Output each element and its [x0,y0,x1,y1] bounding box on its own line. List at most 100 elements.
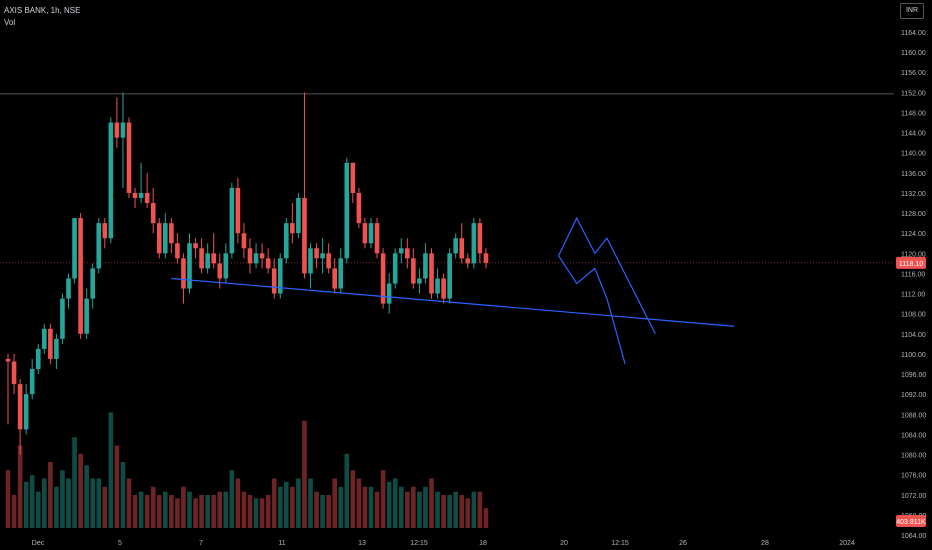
candle-body [302,197,307,274]
volume-bar [386,481,392,528]
volume-bar [302,420,307,528]
candle-body [405,248,410,259]
candle-body [126,122,132,193]
candle-body [447,253,452,299]
volume-bar [138,491,144,528]
volume-bar [405,491,410,528]
time-tick-label: Dec [32,540,45,547]
volume-bar [229,470,235,528]
candle-body [398,248,404,254]
candle-body [423,253,428,279]
volume-bar [441,495,446,528]
projection-path-lower [558,255,626,365]
volume-bar [392,478,398,528]
candle-body [132,192,138,198]
candle-body [29,369,35,395]
time-tick-label: 18 [479,540,487,547]
candle-body [411,258,416,284]
volume-bar [120,462,126,528]
volume-bar [102,486,108,528]
volume-bar [42,478,47,528]
time-axis[interactable]: Dec 5 7 11 13 12:15 18 20 12:15 26 28 2024 [32,540,855,547]
volume-bar [84,465,89,528]
candle-body [35,348,41,370]
volume-bar [308,478,313,528]
price-tick-label: 1140.00 [901,151,926,158]
volume-bar [423,486,428,528]
volume-bar [235,478,241,528]
volume-bar [217,491,223,528]
volume-bar [265,495,271,528]
volume-bar [66,478,71,528]
candle-body [338,258,344,289]
candle-body [247,248,253,264]
price-tick-label: 1160.00 [901,50,926,57]
time-tick-label: 12:15 [410,540,428,547]
candle-body [211,253,216,264]
volume-bar [350,470,356,528]
candle-body [265,258,271,269]
volume-bar [447,495,452,528]
volume-bar [211,495,216,528]
candle-body [48,328,53,359]
candle-body [386,283,392,304]
volume-bar [23,481,29,528]
volume-bar [417,491,422,528]
volume-bar [332,478,337,528]
volume-bar [465,498,471,528]
volume-bar [169,495,174,528]
price-tick-label: 1124.00 [901,231,926,238]
price-tick-label: 1108.00 [901,312,926,319]
time-tick-label: 7 [199,540,203,547]
currency-button[interactable]: INR [900,3,924,19]
volume-bar [199,495,204,528]
projection-path-upper [558,216,656,335]
volume-bar [175,498,180,528]
candle-body [138,192,144,198]
price-tick-label: 1084.00 [901,432,926,439]
volume-bar [156,495,162,528]
candle-body [108,122,114,239]
candle-body [150,203,156,224]
last-price-badge [896,256,926,269]
price-tick-label: 1076.00 [901,473,926,480]
price-axis[interactable]: 1164.00 1160.00 1156.00 1152.00 1148.00 1144.… [901,30,926,540]
candle-body [241,233,247,249]
volume-bar [108,412,114,528]
price-tick-label: 1072.00 [901,493,926,500]
price-tick-label: 1092.00 [901,392,926,399]
volume-label: Vol [4,18,16,27]
candle-body [144,192,150,204]
price-tick-label: 1100.00 [901,352,926,359]
candle-body [435,278,440,294]
candle-body [392,253,398,284]
candle-body [23,394,29,430]
volume-bar [362,486,368,528]
volume-bar [314,491,319,528]
volume-bar [326,495,331,528]
price-tick-label: 1128.00 [901,211,926,218]
volume-bar [132,495,138,528]
candle-body [11,361,17,385]
candle-body [314,248,319,259]
price-tick-label: 1112.00 [901,292,925,299]
candle-body [187,243,192,289]
candle-body [259,253,265,259]
volume-bar [144,495,150,528]
time-tick-label: 2024 [839,540,855,547]
candle-body [96,223,102,269]
volume-bar [477,491,483,528]
price-tick-label: 1148.00 [901,110,926,117]
candle-body [54,338,59,359]
candle-body [374,223,380,254]
drawings[interactable] [171,216,735,365]
volume-bar [290,486,295,528]
candle-body [471,223,477,264]
candle-body [84,298,89,334]
price-tick-label: 1164.00 [901,30,926,37]
candle-body [181,258,186,289]
candle-body [417,278,422,284]
volume-bar [411,486,416,528]
candle-body [169,223,174,244]
